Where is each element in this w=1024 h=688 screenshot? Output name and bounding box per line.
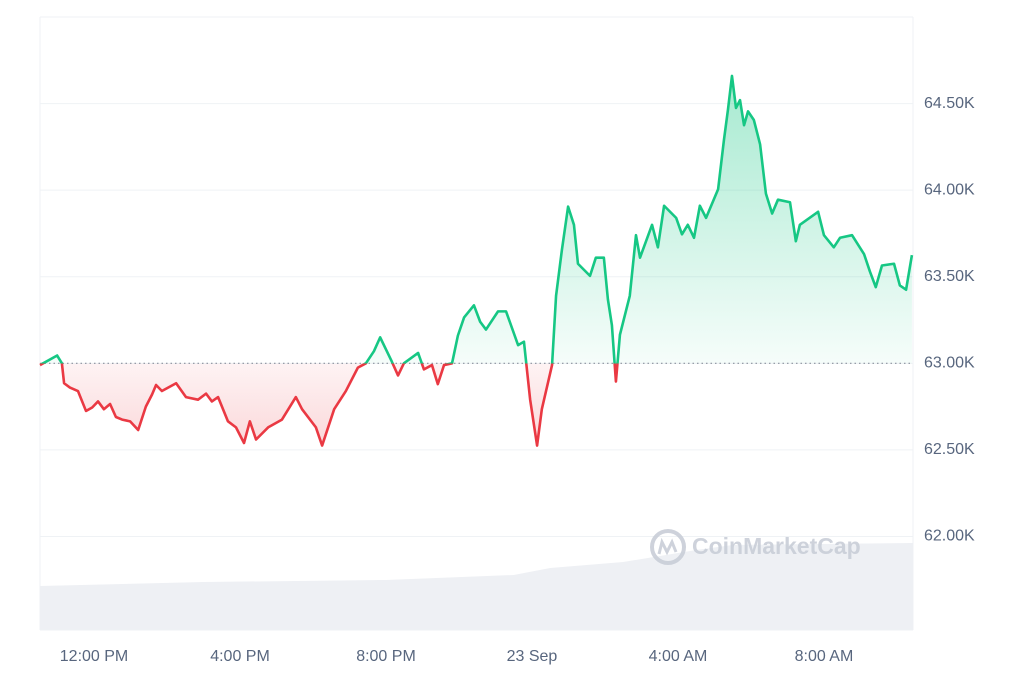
y-tick-label: 63.00K bbox=[924, 355, 975, 372]
y-tick-label: 62.00K bbox=[924, 528, 975, 545]
y-tick-label: 64.00K bbox=[924, 181, 975, 198]
x-tick-label: 8:00 AM bbox=[795, 648, 854, 665]
x-tick-label: 23 Sep bbox=[507, 648, 558, 665]
watermark: CoinMarketCap bbox=[650, 529, 861, 565]
x-tick-label: 12:00 PM bbox=[60, 648, 128, 665]
volume-area bbox=[40, 543, 913, 630]
watermark-logo bbox=[650, 529, 686, 565]
y-tick-label: 63.50K bbox=[924, 268, 975, 285]
x-tick-label: 4:00 PM bbox=[210, 648, 270, 665]
watermark-logo-mark bbox=[657, 537, 678, 556]
price-line bbox=[39, 74, 914, 447]
x-tick-label: 8:00 PM bbox=[356, 648, 416, 665]
x-tick-label: 4:00 AM bbox=[649, 648, 708, 665]
price-area bbox=[40, 75, 912, 446]
y-tick-label: 64.50K bbox=[924, 95, 975, 112]
y-tick-label: 62.50K bbox=[924, 441, 975, 458]
watermark-text: CoinMarketCap bbox=[692, 533, 861, 559]
